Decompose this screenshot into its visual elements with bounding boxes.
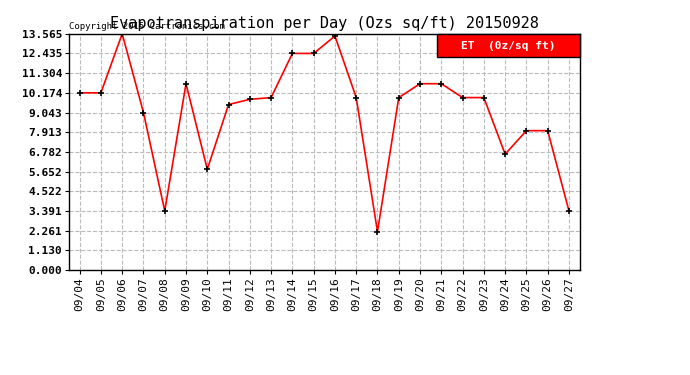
FancyBboxPatch shape bbox=[437, 34, 580, 57]
Title: Evapotranspiration per Day (Ozs sq/ft) 20150928: Evapotranspiration per Day (Ozs sq/ft) 2… bbox=[110, 16, 539, 31]
Text: Copyright 2015 Cartronics.com: Copyright 2015 Cartronics.com bbox=[69, 22, 225, 32]
Text: ET  (0z/sq ft): ET (0z/sq ft) bbox=[461, 40, 555, 51]
